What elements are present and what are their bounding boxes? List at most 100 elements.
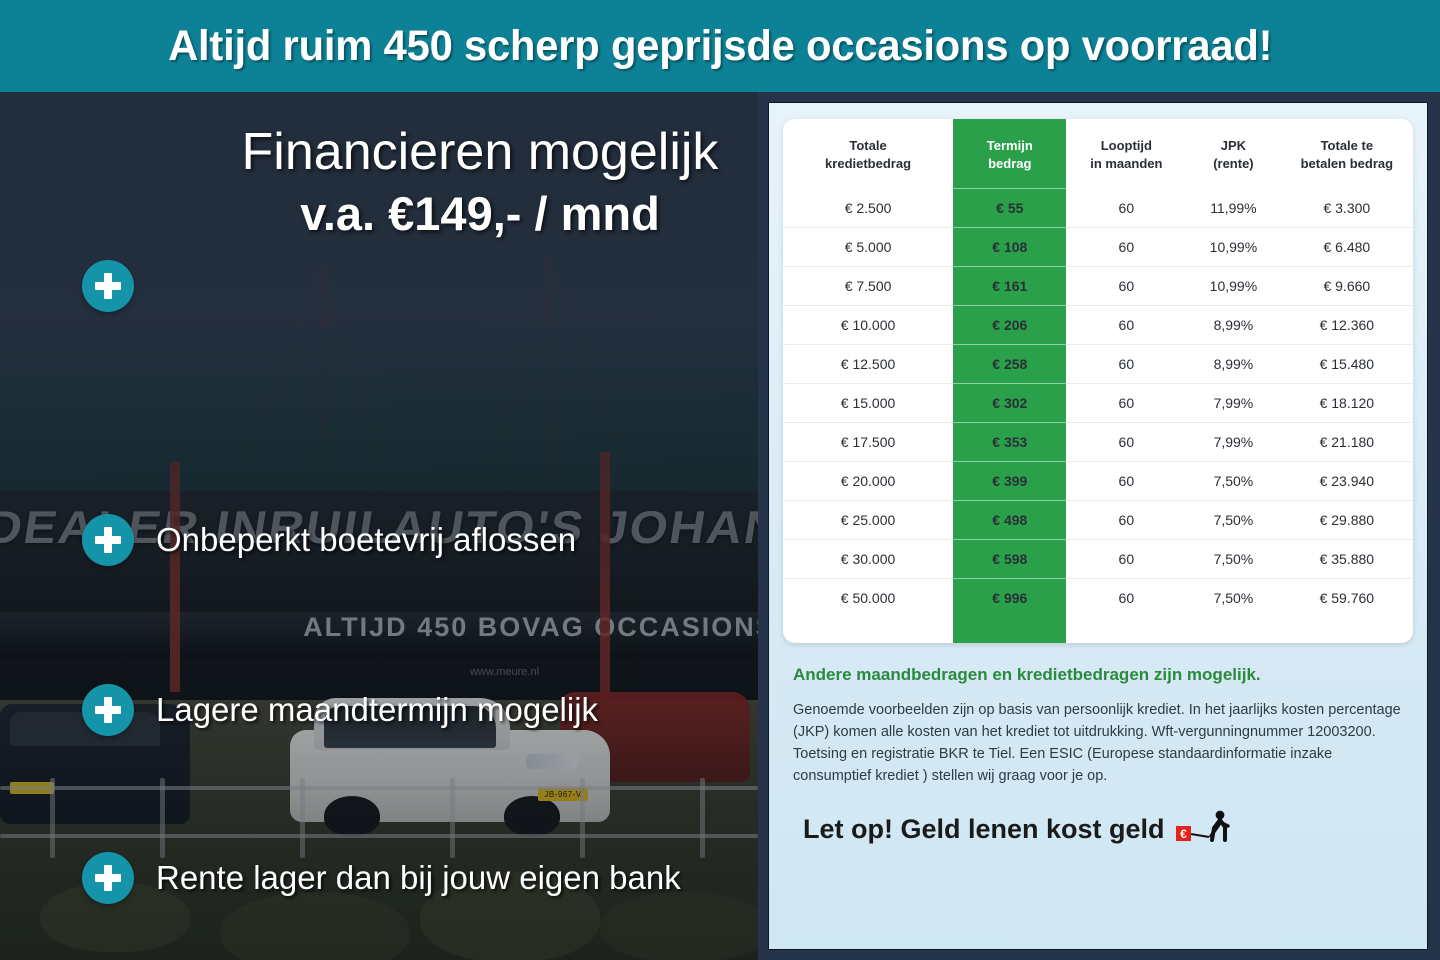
cell-monthly-amount: € 108	[953, 227, 1067, 267]
cell-apr: 8,99%	[1186, 305, 1281, 345]
benefit-label: Rente lager dan bij jouw eigen bank	[156, 859, 681, 896]
cell-duration: 60	[1066, 383, 1187, 423]
cell-apr: 7,50%	[1186, 578, 1281, 618]
header-line-1: Totale te	[1320, 138, 1374, 154]
cell-monthly-amount: € 161	[953, 266, 1067, 306]
cell-total-payable: € 6.480	[1280, 227, 1413, 267]
header-line-2: kredietbedrag	[825, 155, 912, 171]
cell-apr: 7,50%	[1186, 461, 1281, 501]
cell-duration: 60	[1066, 344, 1187, 384]
right-panel-inner: Totale kredietbedrag Termijn bedrag Loop…	[768, 102, 1428, 950]
benefit-item-2: Lagere maandtermijn mogelijk	[82, 684, 598, 736]
disclaimer-heading: Andere maandbedragen en kredietbedragen …	[793, 665, 1261, 685]
table-row: € 2.500 € 55 60 11,99% € 3.300	[783, 188, 1413, 228]
cell-apr: 11,99%	[1210, 199, 1257, 216]
banner-headline: Altijd ruim 450 scherp geprijsde occasio…	[167, 21, 1273, 70]
header-line-1: Totale	[849, 138, 887, 154]
cell-apr: 7,99%	[1186, 383, 1281, 423]
green-column-tail	[953, 617, 1067, 644]
cell-total-payable: € 23.940	[1280, 461, 1413, 501]
hero-line-1: Financieren mogelijk	[241, 123, 719, 181]
cell-total-payable: € 21.180	[1280, 422, 1413, 462]
top-banner: Altijd ruim 450 scherp geprijsde occasio…	[0, 0, 1440, 92]
header-line-1: JPK	[1220, 138, 1247, 154]
cell-total-credit: € 2.500	[844, 199, 892, 216]
cell-total-payable: € 18.120	[1280, 383, 1413, 423]
cell-monthly-amount: € 258	[953, 344, 1067, 384]
cell-duration: 60	[1066, 578, 1187, 618]
header-line-2: (rente)	[1213, 155, 1254, 171]
cell-duration: 60	[1066, 227, 1187, 267]
benefits-overlay: Financieren mogelijk v.a. €149,- / mnd O…	[0, 92, 758, 960]
cell-monthly-amount: € 996	[953, 578, 1067, 618]
cell-apr: 10,99%	[1186, 227, 1281, 267]
table-row: € 10.000 € 206 60 8,99% € 12.360	[783, 305, 1413, 345]
financing-rate-table: Totale kredietbedrag Termijn bedrag Loop…	[783, 119, 1413, 618]
header-line-1: Termijn	[986, 138, 1033, 153]
credit-warning: Let op! Geld lenen kost geld €	[803, 809, 1427, 849]
rate-table-card: Totale kredietbedrag Termijn bedrag Loop…	[783, 119, 1413, 644]
cell-total-payable: € 9.660	[1280, 266, 1413, 306]
cell-total-credit: € 20.000	[783, 461, 954, 501]
plus-icon	[82, 684, 134, 736]
benefit-item-1: Onbeperkt boetevrij aflossen	[82, 514, 576, 566]
plus-icon	[82, 852, 134, 904]
cell-total-credit: € 17.500	[783, 422, 954, 462]
benefit-label: Lagere maandtermijn mogelijk	[156, 691, 599, 728]
table-row: € 50.000 € 996 60 7,50% € 59.760	[783, 578, 1413, 618]
header-line-2: betalen bedrag	[1300, 155, 1394, 171]
cell-duration: 60	[1066, 266, 1187, 306]
column-header-duration: Looptijd in maanden	[1066, 119, 1186, 189]
cell-monthly-amount: € 399	[953, 461, 1067, 501]
table-body: € 2.500 € 55 60 11,99% € 3.300 € 5.000 € 108 60…	[783, 188, 1413, 618]
cell-total-payable: € 15.480	[1280, 344, 1413, 384]
cell-monthly-amount: € 353	[953, 422, 1067, 462]
cell-monthly-amount: € 55	[953, 188, 1067, 228]
cell-total-payable: € 35.880	[1280, 539, 1413, 579]
cell-duration: 60	[1066, 500, 1187, 540]
cell-total-payable: € 3.300	[1323, 199, 1371, 216]
column-header-apr: JPK (rente)	[1186, 119, 1281, 189]
table-header-row: Totale kredietbedrag Termijn bedrag Loop…	[783, 119, 1413, 189]
cell-apr: 7,50%	[1186, 500, 1281, 540]
disclaimer-body: Genoemde voorbeelden zijn op basis van p…	[793, 702, 1401, 785]
cell-total-payable: € 29.880	[1280, 500, 1413, 540]
right-info-panel: Totale kredietbedrag Termijn bedrag Loop…	[758, 92, 1440, 960]
table-row: € 20.000 € 399 60 7,50% € 23.940	[783, 461, 1413, 501]
table-row: € 7.500 € 161 60 10,99% € 9.660	[783, 266, 1413, 306]
table-row: € 30.000 € 598 60 7,50% € 35.880	[783, 539, 1413, 579]
left-photo-panel: DEALER INRUILAUTO'S JOHAN MEURE ALTIJD 4…	[0, 92, 758, 960]
plus-icon	[82, 260, 134, 312]
cell-monthly-amount: € 498	[953, 500, 1067, 540]
table-row: € 17.500 € 353 60 7,99% € 21.180	[783, 422, 1413, 462]
cell-duration: 60	[1066, 461, 1187, 501]
cell-total-credit: € 10.000	[783, 305, 954, 345]
benefit-label: Onbeperkt boetevrij aflossen	[156, 521, 577, 558]
table-row: € 25.000 € 498 60 7,50% € 29.880	[783, 500, 1413, 540]
hero-plus-bullet	[82, 260, 134, 312]
table-row: € 5.000 € 108 60 10,99% € 6.480	[783, 227, 1413, 267]
cell-duration: 60	[1066, 539, 1187, 579]
cell-duration: 60	[1066, 305, 1187, 345]
column-header-monthly-amount: Termijn bedrag	[953, 119, 1067, 189]
cell-apr: 8,99%	[1186, 344, 1281, 384]
cell-total-credit: € 30.000	[783, 539, 954, 579]
table-row: € 15.000 € 302 60 7,99% € 18.120	[783, 383, 1413, 423]
cell-monthly-amount: € 302	[953, 383, 1067, 423]
cell-total-credit: € 25.000	[783, 500, 954, 540]
cell-monthly-amount: € 598	[953, 539, 1067, 579]
credit-warning-text: Let op! Geld lenen kost geld	[803, 813, 1165, 844]
cell-monthly-amount: € 206	[953, 305, 1067, 345]
cell-total-credit: € 50.000	[783, 578, 954, 618]
header-line-1: Looptijd	[1100, 138, 1152, 154]
cell-total-credit: € 15.000	[783, 383, 954, 423]
column-header-total-payable: Totale te betalen bedrag	[1281, 119, 1413, 189]
cell-total-payable: € 59.760	[1280, 578, 1413, 618]
cell-total-credit: € 12.500	[783, 344, 954, 384]
table-row: € 12.500 € 258 60 8,99% € 15.480	[783, 344, 1413, 384]
cell-apr: 7,50%	[1186, 539, 1281, 579]
table-header: Totale kredietbedrag Termijn bedrag Loop…	[783, 119, 1413, 189]
cell-total-credit: € 7.500	[783, 266, 954, 306]
plus-icon	[82, 514, 134, 566]
